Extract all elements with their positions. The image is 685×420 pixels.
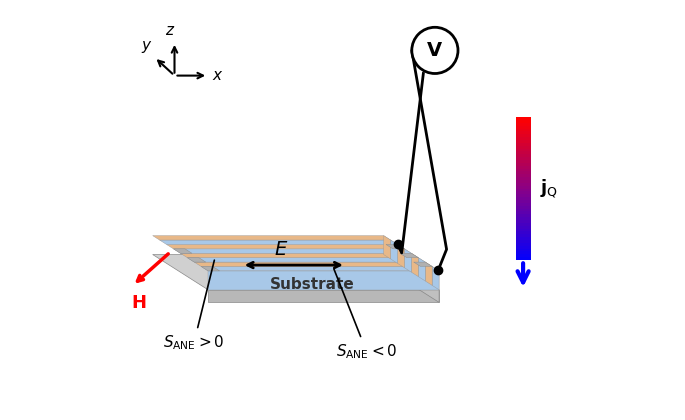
Polygon shape — [414, 262, 432, 267]
Polygon shape — [160, 240, 397, 244]
FancyBboxPatch shape — [516, 197, 531, 200]
Text: $y$: $y$ — [141, 39, 153, 55]
Circle shape — [412, 27, 458, 74]
FancyBboxPatch shape — [516, 206, 531, 209]
Polygon shape — [195, 262, 432, 267]
FancyBboxPatch shape — [516, 214, 531, 218]
Polygon shape — [384, 236, 390, 259]
Text: $E$: $E$ — [274, 240, 288, 259]
Polygon shape — [173, 249, 192, 253]
FancyBboxPatch shape — [516, 211, 531, 215]
FancyBboxPatch shape — [516, 166, 531, 169]
FancyBboxPatch shape — [516, 123, 531, 126]
Polygon shape — [400, 253, 419, 257]
Polygon shape — [187, 257, 425, 262]
Polygon shape — [425, 262, 432, 286]
FancyBboxPatch shape — [516, 203, 531, 206]
Polygon shape — [166, 244, 404, 249]
FancyBboxPatch shape — [516, 140, 531, 143]
FancyBboxPatch shape — [516, 200, 531, 203]
FancyBboxPatch shape — [516, 243, 531, 246]
Polygon shape — [180, 253, 419, 257]
FancyBboxPatch shape — [516, 209, 531, 212]
FancyBboxPatch shape — [516, 237, 531, 240]
Polygon shape — [419, 257, 425, 281]
FancyBboxPatch shape — [516, 177, 531, 181]
Text: V: V — [427, 41, 443, 60]
FancyBboxPatch shape — [516, 252, 531, 255]
FancyBboxPatch shape — [516, 231, 531, 235]
Text: $S_{\mathrm{ANE}} > 0$: $S_{\mathrm{ANE}} > 0$ — [163, 260, 225, 352]
FancyBboxPatch shape — [516, 157, 531, 160]
FancyBboxPatch shape — [516, 228, 531, 232]
FancyBboxPatch shape — [516, 226, 531, 229]
FancyBboxPatch shape — [516, 240, 531, 243]
FancyBboxPatch shape — [516, 234, 531, 238]
FancyBboxPatch shape — [516, 257, 531, 260]
Polygon shape — [432, 267, 439, 290]
Text: $S_{\mathrm{ANE}} < 0$: $S_{\mathrm{ANE}} < 0$ — [334, 269, 397, 361]
FancyBboxPatch shape — [516, 131, 531, 135]
Polygon shape — [153, 255, 439, 290]
Polygon shape — [187, 257, 206, 262]
FancyBboxPatch shape — [516, 192, 531, 195]
Polygon shape — [397, 244, 404, 268]
Polygon shape — [404, 249, 412, 272]
FancyBboxPatch shape — [516, 168, 531, 172]
Polygon shape — [208, 271, 439, 290]
FancyBboxPatch shape — [516, 254, 531, 257]
Polygon shape — [412, 253, 419, 277]
Polygon shape — [390, 240, 397, 263]
Text: $x$: $x$ — [212, 68, 224, 83]
Polygon shape — [386, 244, 404, 249]
Text: $z$: $z$ — [165, 23, 175, 38]
FancyBboxPatch shape — [516, 120, 531, 123]
FancyBboxPatch shape — [516, 163, 531, 166]
FancyBboxPatch shape — [516, 246, 531, 249]
FancyBboxPatch shape — [516, 134, 531, 138]
Text: $\mathbf{j}_{\mathrm{Q}}$: $\mathbf{j}_{\mathrm{Q}}$ — [540, 178, 558, 200]
FancyBboxPatch shape — [516, 146, 531, 149]
FancyBboxPatch shape — [516, 149, 531, 152]
FancyBboxPatch shape — [516, 186, 531, 189]
FancyBboxPatch shape — [516, 174, 531, 178]
FancyBboxPatch shape — [516, 137, 531, 140]
FancyBboxPatch shape — [516, 126, 531, 129]
Polygon shape — [173, 249, 412, 253]
Polygon shape — [201, 267, 220, 271]
FancyBboxPatch shape — [516, 194, 531, 197]
Polygon shape — [201, 267, 439, 271]
FancyBboxPatch shape — [516, 171, 531, 175]
FancyBboxPatch shape — [516, 143, 531, 146]
FancyBboxPatch shape — [516, 154, 531, 158]
FancyBboxPatch shape — [516, 183, 531, 186]
FancyBboxPatch shape — [516, 180, 531, 183]
FancyBboxPatch shape — [516, 249, 531, 252]
Polygon shape — [208, 290, 439, 302]
FancyBboxPatch shape — [516, 152, 531, 155]
FancyBboxPatch shape — [516, 129, 531, 132]
FancyBboxPatch shape — [516, 117, 531, 121]
FancyBboxPatch shape — [516, 160, 531, 163]
Text: Substrate: Substrate — [271, 277, 355, 292]
Polygon shape — [153, 236, 390, 240]
FancyBboxPatch shape — [516, 223, 531, 226]
Text: $\mathbf{H}$: $\mathbf{H}$ — [131, 294, 147, 312]
FancyBboxPatch shape — [516, 189, 531, 192]
Polygon shape — [384, 255, 439, 302]
FancyBboxPatch shape — [516, 220, 531, 223]
FancyBboxPatch shape — [516, 217, 531, 221]
